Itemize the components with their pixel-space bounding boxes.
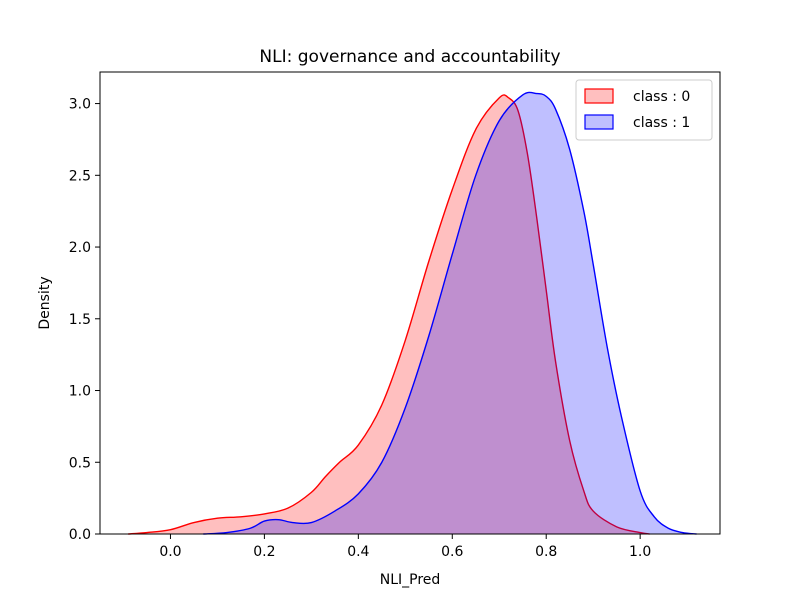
chart-title: NLI: governance and accountability <box>259 47 560 67</box>
legend-label: class : 1 <box>633 115 690 131</box>
y-tick-label: 1.5 <box>69 312 91 328</box>
x-tick-label: 1.0 <box>629 544 651 560</box>
legend-swatch <box>584 114 614 130</box>
y-tick-label: 2.0 <box>69 240 91 256</box>
y-tick-label: 2.5 <box>69 168 91 184</box>
series-layer <box>128 91 697 535</box>
y-axis: 0.0 0.5 1.0 1.5 2.0 2.5 3.0 <box>69 97 100 543</box>
legend-box <box>575 79 713 141</box>
series-1-density-line <box>203 91 697 535</box>
x-tick-label: 0.6 <box>441 544 463 560</box>
y-tick-label: 0.5 <box>69 455 91 471</box>
legend-swatch <box>584 88 614 104</box>
x-axis: 0.0 0.2 0.4 0.6 0.8 1.0 <box>159 534 651 560</box>
y-tick-label: 1.0 <box>69 384 91 400</box>
legend-label: class : 0 <box>633 89 690 105</box>
series-0-density-fill <box>128 94 650 535</box>
x-tick-label: 0.4 <box>347 544 369 560</box>
x-tick-label: 0.0 <box>159 544 181 560</box>
series-0-density-line <box>128 94 650 535</box>
x-tick-label: 0.2 <box>253 544 275 560</box>
plot-frame <box>99 71 721 535</box>
legend: class : 0 class : 1 <box>575 79 713 141</box>
x-tick-label: 0.8 <box>535 544 557 560</box>
y-axis-label: Density <box>37 276 53 329</box>
y-tick-label: 3.0 <box>69 97 91 113</box>
y-tick-label: 0.0 <box>69 527 91 543</box>
series-1-density-fill <box>203 92 697 534</box>
x-axis-label: NLI_Pred <box>380 572 441 588</box>
